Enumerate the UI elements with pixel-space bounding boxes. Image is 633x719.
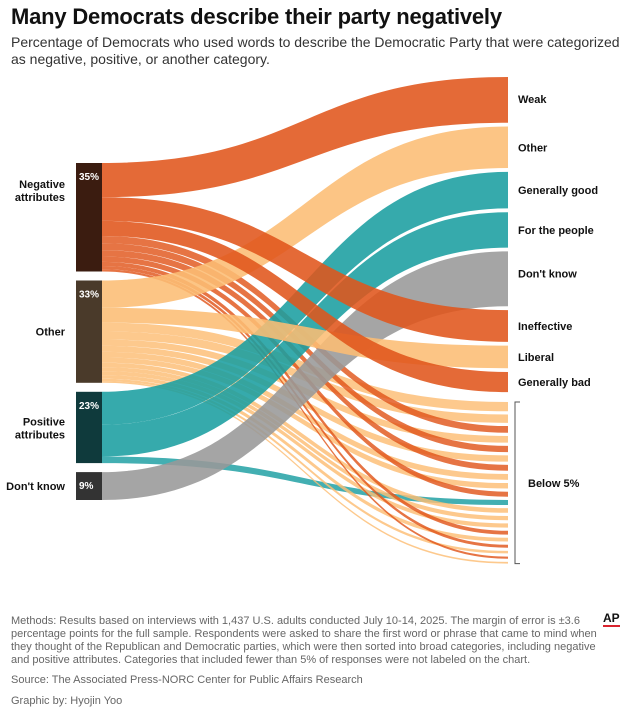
small-categories-bracket (514, 401, 520, 565)
link-neg-weak (102, 77, 508, 198)
link-oth-small-7 (102, 351, 508, 480)
source-note: Source: The Associated Press-NORC Center… (11, 674, 363, 686)
source-value-oth: 33% (79, 290, 99, 301)
source-value-dk: 9% (79, 481, 94, 492)
link-oth-small-12 (102, 367, 508, 521)
link-neg-small-16 (102, 266, 508, 548)
link-neg-small-18 (102, 269, 508, 559)
target-label-liberal: Liberal (518, 352, 554, 364)
target-label-for-the-people: For the people (518, 225, 594, 237)
link-oth-small-15 (102, 375, 508, 542)
source-label-oth: Other (36, 327, 66, 339)
link-oth-small-8 (102, 357, 508, 489)
source-value-neg: 35% (79, 172, 99, 183)
chart-title: Many Democrats describe their party nega… (11, 4, 502, 29)
link-oth-small-11 (102, 362, 508, 513)
source-label-dk: Don't know (6, 481, 65, 493)
target-label-weak: Weak (518, 94, 547, 106)
sankey-chart: 35% 33% 23% 9% Negative attributes Other Posit… (6, 77, 598, 565)
link-neg-ineffective (102, 197, 508, 342)
link-oth-liberal (102, 307, 508, 369)
small-categories-label: Below 5% (528, 478, 580, 490)
link-neg-small-6 (102, 250, 508, 471)
source-label-neg: Negative attributes (15, 179, 65, 204)
source-nodes: 35% 33% 23% 9% (76, 163, 102, 500)
link-oth-small-17 (102, 378, 508, 554)
target-label-ineffective: Ineffective (518, 321, 572, 333)
target-label-generally-bad: Generally bad (518, 377, 591, 389)
source-value-pos: 23% (79, 401, 99, 412)
methods-note: Methods: Results based on interviews wit… (11, 615, 597, 666)
graphic-credit: Graphic by: Hyojin Yoo (11, 695, 123, 707)
link-oth-other (102, 126, 508, 308)
target-label-don-t-know: Don't know (518, 268, 577, 280)
link-oth-small-13 (102, 371, 508, 528)
source-node-dk (76, 472, 102, 500)
ap-logo: AP (603, 611, 620, 627)
source-label-pos: Positive attributes (15, 416, 65, 441)
target-label-generally-good: Generally good (518, 185, 598, 197)
chart-subtitle: Percentage of Democrats who used words t… (11, 34, 620, 67)
target-label-other: Other (518, 142, 548, 154)
source-node-neg (76, 163, 102, 272)
link-pos-small-10 (102, 456, 508, 505)
source-node-pos (76, 391, 102, 464)
link-oth-small-19 (102, 381, 508, 564)
source-node-oth (76, 280, 102, 383)
flow-links (102, 77, 508, 564)
link-oth-small-5 (102, 345, 508, 462)
link-neg-generally-bad (102, 220, 508, 393)
chart-labels: Negative attributes Other Positive attribute… (6, 94, 598, 565)
